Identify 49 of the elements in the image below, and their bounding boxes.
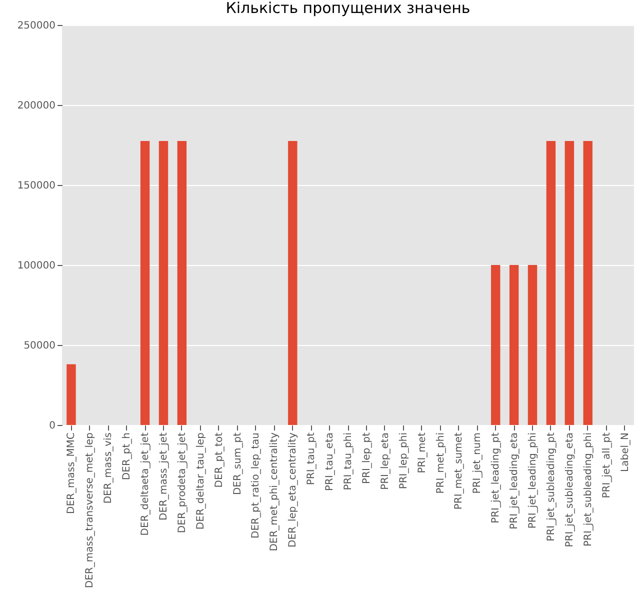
x-tick-label: PRI_lep_pt bbox=[361, 432, 372, 484]
x-tick-label: DER_pt_tot bbox=[214, 432, 225, 488]
bar bbox=[288, 141, 298, 425]
x-tick-label: PRI_jet_subleading_pt bbox=[546, 432, 557, 542]
x-tick-label: PRI_jet_num bbox=[472, 432, 484, 494]
bar bbox=[491, 265, 500, 425]
x-tick-label: PRI_jet_leading_pt bbox=[490, 432, 502, 524]
bar bbox=[66, 364, 76, 425]
bar bbox=[564, 141, 574, 425]
y-tick-label: 200000 bbox=[17, 100, 56, 112]
x-tick-label: PRI_jet_subleading_eta bbox=[564, 432, 576, 548]
x-tick-label: PRI_met_phi bbox=[435, 432, 446, 494]
x-tick-label: DER_pt_ratio_lep_tau bbox=[250, 432, 262, 538]
x-tick-label: DER_deltar_tau_lep bbox=[195, 432, 206, 530]
y-tick-label: 250000 bbox=[17, 20, 56, 32]
bar bbox=[158, 141, 168, 425]
chart-title: Кількість пропущених значень bbox=[226, 0, 470, 17]
x-tick-label: DER_mass_jet_jet bbox=[158, 432, 170, 520]
x-tick-label: PRI_jet_leading_eta bbox=[509, 432, 520, 530]
x-tick-label: PRI_lep_eta bbox=[380, 432, 391, 490]
x-tick-label: PRI_tau_pt bbox=[306, 432, 318, 486]
x-tick-label: DER_pt_h bbox=[122, 432, 133, 480]
y-tick-label: 0 bbox=[49, 420, 56, 432]
bar bbox=[528, 265, 538, 425]
x-tick-label: DER_sum_pt bbox=[232, 432, 244, 496]
x-tick-label: PRI_tau_phi bbox=[343, 432, 354, 490]
x-tick-label: PRI_met_sumet bbox=[454, 432, 465, 510]
y-tick-label: 150000 bbox=[17, 180, 56, 192]
x-tick-label: DER_prodeta_jet_jet bbox=[176, 432, 188, 534]
x-tick-label: DER_mass_transverse_met_lep bbox=[84, 432, 96, 588]
x-tick-label: PRI_lep_phi bbox=[398, 432, 410, 490]
bar bbox=[177, 141, 187, 425]
x-tick-label: PRI_jet_leading_phi bbox=[528, 432, 539, 529]
x-tick-label: PRI_tau_eta bbox=[324, 432, 336, 492]
x-tick-label: DER_mass_vis bbox=[103, 432, 114, 504]
y-tick-label: 100000 bbox=[17, 260, 56, 272]
x-tick-label: PRI_jet_subleading_phi bbox=[582, 432, 594, 547]
x-tick-label: Label_N bbox=[620, 432, 631, 472]
x-tick-label: DER_deltaeta_jet_jet bbox=[140, 432, 152, 536]
x-tick-label: DER_lep_eta_centrality bbox=[288, 432, 299, 548]
x-tick-label: PRI_jet_all_pt bbox=[601, 432, 612, 498]
y-tick-label: 50000 bbox=[24, 340, 56, 352]
x-tick-label: DER_met_phi_centrality bbox=[269, 432, 280, 552]
bar bbox=[583, 141, 592, 425]
bar bbox=[140, 141, 150, 425]
x-tick-label: DER_mass_MMC bbox=[66, 432, 78, 514]
bar bbox=[546, 141, 556, 425]
x-tick-label: PRI_met bbox=[416, 432, 428, 474]
bar bbox=[509, 265, 519, 425]
